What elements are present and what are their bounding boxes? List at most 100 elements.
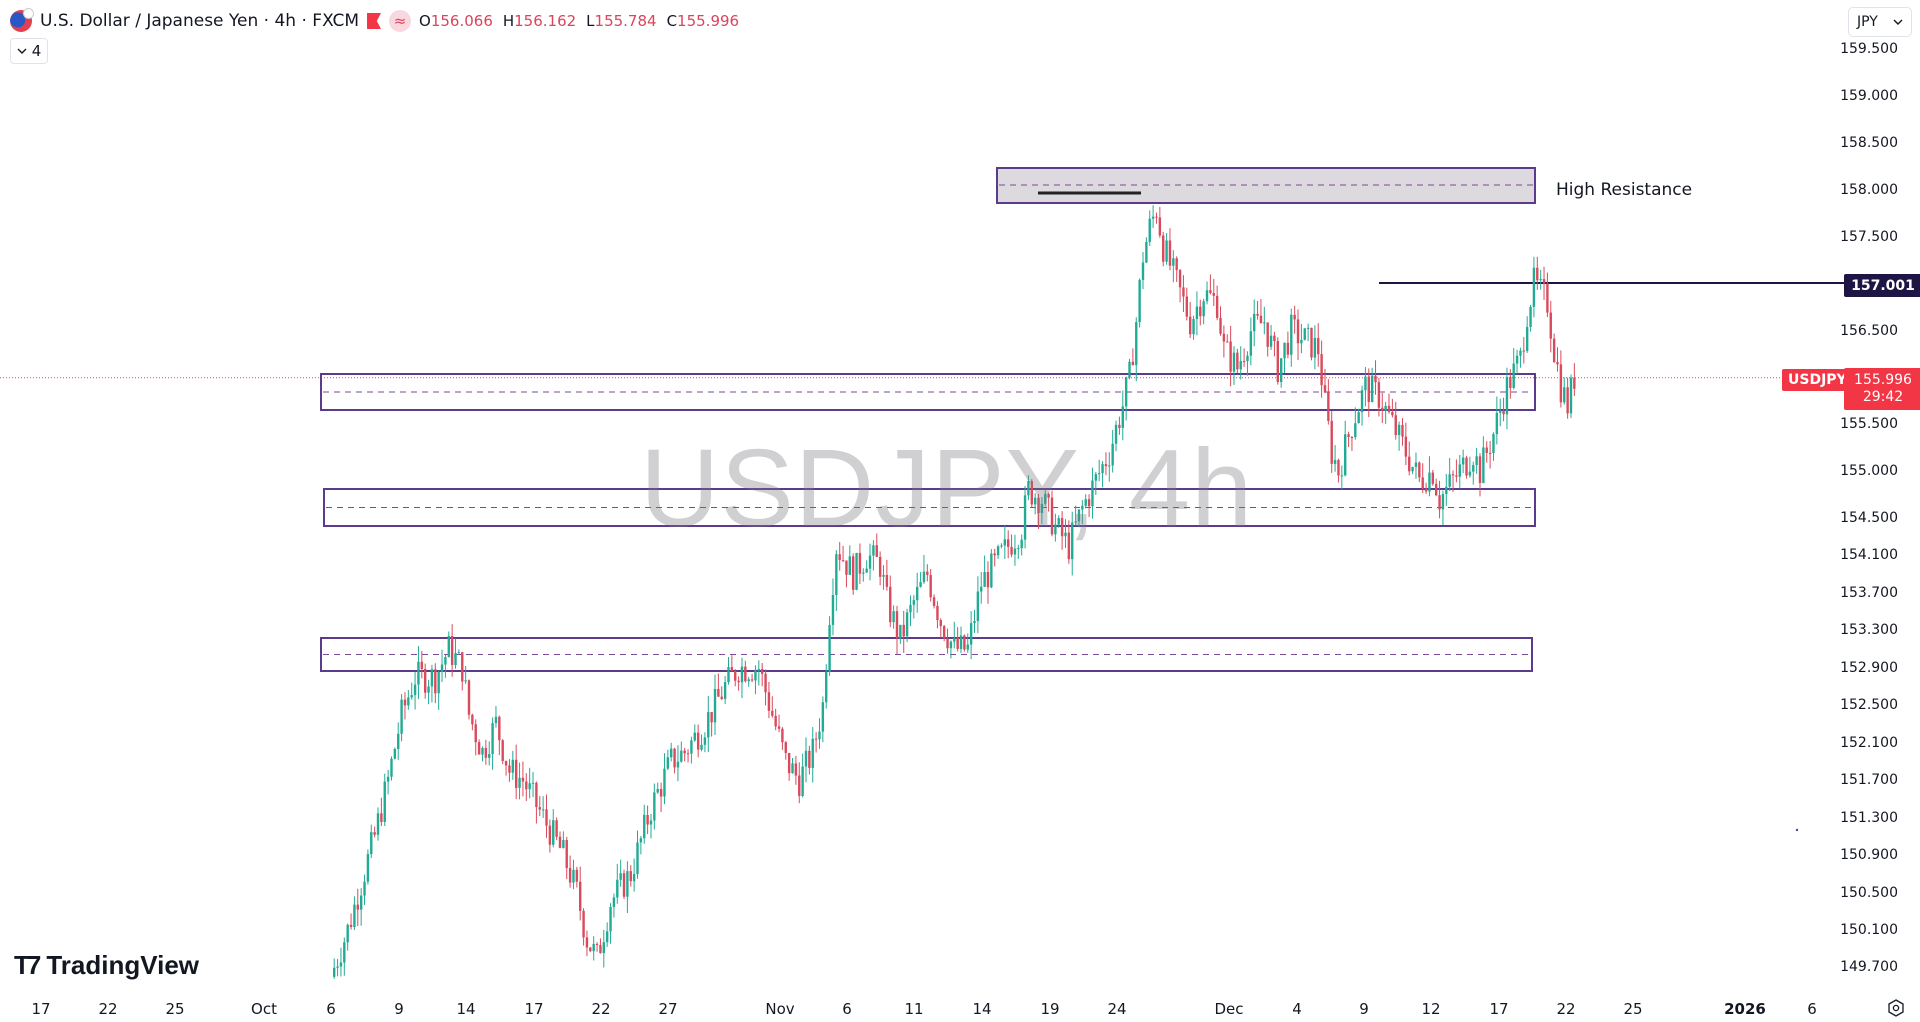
candle-body bbox=[1097, 473, 1101, 475]
time-tick-label: 19 bbox=[1040, 1000, 1060, 1018]
candle-body bbox=[1445, 486, 1448, 494]
candle-body bbox=[1333, 460, 1337, 464]
tradingview-logo-icon: T7 bbox=[14, 950, 41, 980]
candle-body bbox=[1172, 258, 1175, 266]
ohlc-open-key: O bbox=[419, 12, 431, 30]
candle-body bbox=[346, 924, 349, 943]
market-closed-flag-icon[interactable] bbox=[367, 13, 382, 29]
candle-body bbox=[343, 942, 346, 963]
candle-body bbox=[1162, 235, 1165, 262]
candle-body bbox=[703, 737, 707, 745]
candle-body bbox=[434, 669, 437, 694]
candle-body bbox=[1529, 306, 1532, 327]
time-tick-label: 17 bbox=[31, 1000, 51, 1018]
chevron-down-icon bbox=[1893, 19, 1903, 25]
price-tick-label: 156.500 bbox=[1840, 322, 1898, 339]
candle-body bbox=[942, 626, 946, 639]
candle-body bbox=[1391, 411, 1394, 416]
indicators-collapse-button[interactable]: 4 bbox=[10, 38, 48, 64]
candle-body bbox=[996, 546, 1000, 556]
zone-rectangle[interactable] bbox=[320, 373, 1536, 411]
candle-body bbox=[764, 673, 767, 693]
candle-body bbox=[757, 669, 761, 671]
candle-body bbox=[1485, 447, 1488, 453]
zone-rectangle[interactable] bbox=[323, 488, 1536, 527]
time-tick-label: 4 bbox=[1292, 1000, 1302, 1018]
candle-body bbox=[1495, 412, 1499, 435]
tradingview-logo[interactable]: T7 TradingView bbox=[14, 950, 199, 981]
candle-body bbox=[899, 624, 902, 639]
candle-body bbox=[784, 742, 787, 753]
chart-legend: U.S. Dollar / Japanese Yen · 4h · FXCM ≈… bbox=[10, 8, 739, 34]
price-tick-label: 152.900 bbox=[1840, 659, 1898, 676]
axis-settings-icon[interactable] bbox=[1886, 998, 1906, 1018]
candle-body bbox=[1296, 319, 1300, 344]
candle-body bbox=[882, 574, 885, 577]
candle-body bbox=[1219, 317, 1222, 334]
candle-body bbox=[828, 624, 831, 672]
candle-body bbox=[1222, 333, 1226, 342]
candle-body bbox=[518, 777, 521, 788]
candle-body bbox=[383, 781, 386, 823]
candle-body bbox=[1124, 377, 1128, 407]
currency-selector[interactable]: JPY bbox=[1848, 7, 1912, 37]
candle-body bbox=[656, 788, 659, 793]
candle-body bbox=[555, 820, 558, 837]
candle-body bbox=[1232, 352, 1236, 372]
candle-body bbox=[946, 638, 949, 649]
candle-body bbox=[1408, 456, 1411, 472]
candle-body bbox=[841, 560, 845, 562]
candle-body bbox=[538, 807, 541, 810]
candle-body bbox=[659, 788, 663, 797]
candle-body bbox=[1003, 539, 1007, 546]
candle-body bbox=[774, 715, 777, 727]
symbol-title[interactable]: U.S. Dollar / Japanese Yen · 4h · FXCM bbox=[40, 11, 360, 31]
price-tick-label: 153.300 bbox=[1840, 622, 1898, 639]
candle-body bbox=[717, 688, 720, 697]
candle-body bbox=[973, 620, 976, 624]
candle-body bbox=[831, 595, 835, 625]
candle-body bbox=[794, 763, 798, 776]
high-resistance-label[interactable]: High Resistance bbox=[1556, 180, 1693, 200]
candle-body bbox=[1374, 375, 1377, 383]
candle-body bbox=[801, 766, 804, 796]
candle-body bbox=[1300, 339, 1303, 344]
candle-body bbox=[1209, 290, 1212, 294]
candle-body bbox=[1023, 495, 1027, 540]
candle-body bbox=[477, 742, 481, 755]
price-tick-label: 154.500 bbox=[1840, 509, 1898, 526]
candle-body bbox=[1000, 545, 1003, 547]
candle-body bbox=[1121, 406, 1124, 428]
candle-body bbox=[1273, 335, 1276, 342]
candle-body bbox=[339, 962, 343, 967]
candle-body bbox=[1017, 548, 1020, 550]
time-tick-label: 22 bbox=[1556, 1000, 1576, 1018]
candle-body bbox=[619, 873, 622, 880]
candle-body bbox=[639, 838, 643, 843]
zone-rectangle[interactable] bbox=[320, 637, 1533, 672]
candle-body bbox=[646, 814, 649, 825]
candle-body bbox=[1492, 434, 1495, 454]
ohlc-close-value: 155.996 bbox=[677, 12, 740, 30]
candle-body bbox=[878, 556, 882, 577]
candle-body bbox=[663, 768, 666, 797]
candle-body bbox=[936, 605, 939, 621]
candle-body bbox=[1030, 481, 1033, 505]
candle-body bbox=[848, 556, 852, 575]
wave-icon[interactable]: ≈ bbox=[389, 10, 412, 32]
candle-body bbox=[1344, 434, 1347, 476]
candle-body bbox=[349, 924, 353, 927]
candle-body bbox=[1414, 462, 1418, 467]
candle-body bbox=[440, 664, 444, 672]
candle-body bbox=[1165, 240, 1168, 262]
candle-body bbox=[926, 571, 929, 576]
candle-body bbox=[1478, 456, 1482, 484]
usd-jpy-flag-icon bbox=[10, 8, 34, 32]
candle-body bbox=[1104, 464, 1108, 467]
candle-body bbox=[798, 775, 801, 796]
candle-body bbox=[1499, 410, 1502, 413]
candle-body bbox=[514, 759, 518, 788]
candle-body bbox=[1047, 493, 1050, 498]
candle-body bbox=[1340, 475, 1344, 477]
